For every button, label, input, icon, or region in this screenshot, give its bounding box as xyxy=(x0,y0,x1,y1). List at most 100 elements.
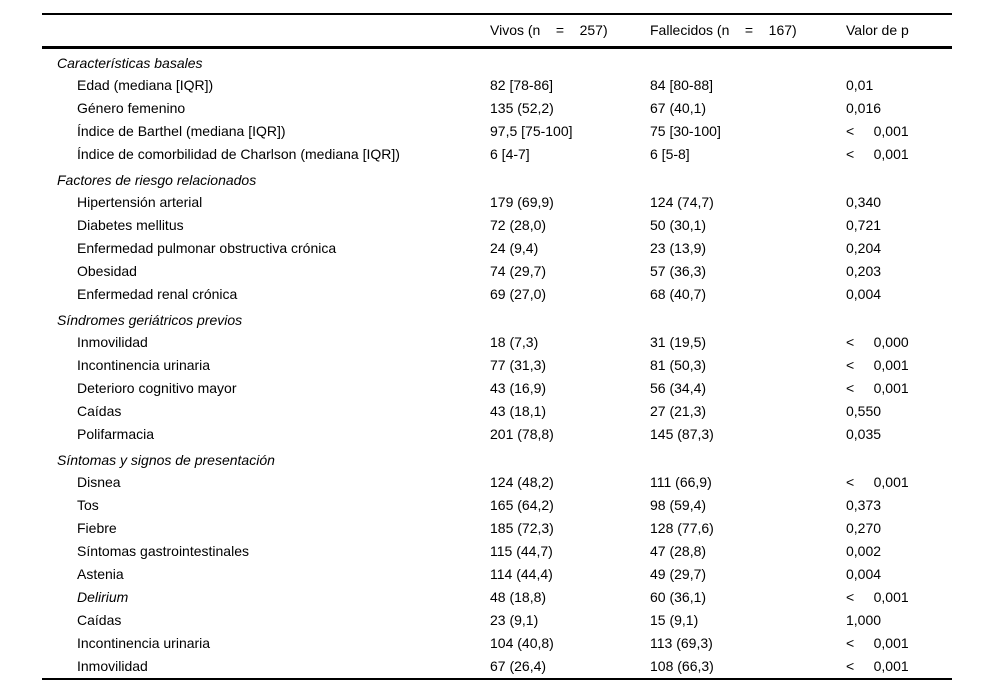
vivos-value: 43 (18,1) xyxy=(490,403,547,420)
table-row: Edad (mediana [IQR]) 82 [78-86] 84 [80-88]… xyxy=(42,74,952,97)
vivos-value: 115 (44,7) xyxy=(490,543,553,560)
table-row: Tos 165 (64,2) 98 (59,4) 0,373 xyxy=(42,494,952,517)
table-row: Hipertensión arterial 179 (69,9) 124 (74,7… xyxy=(42,191,952,214)
row-label: Tos xyxy=(77,497,99,514)
vivos-value: 165 (64,2) xyxy=(490,497,554,514)
p-value: < 0,000 xyxy=(846,334,909,351)
vivos-value: 48 (18,8) xyxy=(490,589,547,606)
p-value: < 0,001 xyxy=(846,474,909,491)
vivos-value: 185 (72,3) xyxy=(490,520,554,537)
table-row: Fiebre 185 (72,3) 128 (77,6) 0,270 xyxy=(42,517,952,540)
p-value: 0,002 xyxy=(846,543,882,560)
p-value: 0,550 xyxy=(846,403,882,420)
section-header-row: Síndromes geriátricos previos xyxy=(42,306,952,331)
fallecidos-value: 27 (21,3) xyxy=(650,403,707,420)
p-value: 0,721 xyxy=(846,217,882,234)
p-value: < 0,001 xyxy=(846,123,909,140)
table-row: Inmovilidad 67 (26,4) 108 (66,3) < 0,001 xyxy=(42,655,952,678)
table-row: Caídas 43 (18,1) 27 (21,3) 0,550 xyxy=(42,400,952,423)
fallecidos-value: 50 (30,1) xyxy=(650,217,707,234)
p-value: < 0,001 xyxy=(846,380,909,397)
table-bottom-rule xyxy=(42,678,952,680)
vivos-value: 43 (16,9) xyxy=(490,380,547,397)
fallecidos-value: 60 (36,1) xyxy=(650,589,707,606)
p-value: 0,016 xyxy=(846,100,882,117)
fallecidos-value: 113 (69,3) xyxy=(650,635,713,652)
row-label: Fiebre xyxy=(77,520,117,537)
fallecidos-value: 98 (59,4) xyxy=(650,497,707,514)
section-title: Factores de riesgo relacionados xyxy=(57,172,257,189)
table-row: Polifarmacia 201 (78,8) 145 (87,3) 0,035 xyxy=(42,423,952,446)
vivos-value: 82 [78-86] xyxy=(490,77,554,94)
p-value: < 0,001 xyxy=(846,146,909,163)
fallecidos-value: 15 (9,1) xyxy=(650,612,699,629)
p-value: 0,340 xyxy=(846,194,882,211)
fallecidos-value: 81 (50,3) xyxy=(650,357,707,374)
table-row: Enfermedad pulmonar obstructiva crónica 2… xyxy=(42,237,952,260)
row-label: Hipertensión arterial xyxy=(77,194,203,211)
p-value: 0,373 xyxy=(846,497,882,514)
fallecidos-value: 84 [80-88] xyxy=(650,77,714,94)
section-title: Características basales xyxy=(57,55,203,72)
fallecidos-value: 6 [5-8] xyxy=(650,146,690,163)
row-label: Síntomas gastrointestinales xyxy=(77,543,249,560)
p-value: 0,270 xyxy=(846,520,882,537)
table-row: Enfermedad renal crónica 69 (27,0) 68 (40,… xyxy=(42,283,952,306)
fallecidos-value: 67 (40,1) xyxy=(650,100,707,117)
table-row: Obesidad 74 (29,7) 57 (36,3) 0,203 xyxy=(42,260,952,283)
row-label: Disnea xyxy=(77,474,121,491)
row-label: Género femenino xyxy=(77,100,186,117)
section-header-row: Factores de riesgo relacionados xyxy=(42,166,952,191)
vivos-value: 77 (31,3) xyxy=(490,357,547,374)
table-row: Inmovilidad 18 (7,3) 31 (19,5) < 0,000 xyxy=(42,331,952,354)
fallecidos-value: 49 (29,7) xyxy=(650,566,707,583)
vivos-value: 18 (7,3) xyxy=(490,334,539,351)
table-row: Incontinencia urinaria 104 (40,8) 113 (69,… xyxy=(42,632,952,655)
fallecidos-value: 128 (77,6) xyxy=(650,520,714,537)
table-header-row: Vivos (n = 257) Fallecidos (n = 167) Val… xyxy=(42,15,952,46)
p-value: 0,203 xyxy=(846,263,882,280)
vivos-value: 104 (40,8) xyxy=(490,635,554,652)
header-vivos: Vivos (n = 257) xyxy=(490,22,608,39)
header-fallecidos: Fallecidos (n = 167) xyxy=(650,22,797,39)
row-label: Obesidad xyxy=(77,263,137,280)
table-row: Índice de Barthel (mediana [IQR]) 97,5 [7… xyxy=(42,120,952,143)
row-label: Enfermedad renal crónica xyxy=(77,286,238,303)
vivos-value: 69 (27,0) xyxy=(490,286,547,303)
vivos-value: 6 [4-7] xyxy=(490,146,530,163)
vivos-value: 97,5 [75-100] xyxy=(490,123,573,140)
table-row: Síntomas gastrointestinales 115 (44,7) 47 … xyxy=(42,540,952,563)
row-label: Edad (mediana [IQR]) xyxy=(77,77,214,94)
table-row: Delirium 48 (18,8) 60 (36,1) < 0,001 xyxy=(42,586,952,609)
patient-characteristics-table: Vivos (n = 257) Fallecidos (n = 167) Val… xyxy=(42,13,952,680)
row-label: Incontinencia urinaria xyxy=(77,635,211,652)
table-body: Características basales Edad (mediana [IQ… xyxy=(42,49,952,678)
table-header-rule xyxy=(42,46,952,49)
fallecidos-value: 124 (74,7) xyxy=(650,194,714,211)
vivos-value: 23 (9,1) xyxy=(490,612,539,629)
fallecidos-value: 108 (66,3) xyxy=(650,658,714,675)
row-label: Astenia xyxy=(77,566,124,583)
table-row: Índice de comorbilidad de Charlson (medi… xyxy=(42,143,952,166)
p-value: < 0,001 xyxy=(846,357,909,374)
fallecidos-value: 145 (87,3) xyxy=(650,426,714,443)
table-row: Deterioro cognitivo mayor 43 (16,9) 56 (34… xyxy=(42,377,952,400)
p-value: 1,000 xyxy=(846,612,882,629)
row-label: Inmovilidad xyxy=(77,658,148,675)
vivos-value: 24 (9,4) xyxy=(490,240,539,257)
fallecidos-value: 68 (40,7) xyxy=(650,286,707,303)
vivos-value: 74 (29,7) xyxy=(490,263,547,280)
row-label: Inmovilidad xyxy=(77,334,148,351)
p-value: < 0,001 xyxy=(846,635,909,652)
section-header-row: Síntomas y signos de presentación xyxy=(42,446,952,471)
fallecidos-value: 75 [30-100] xyxy=(650,123,721,140)
p-value: < 0,001 xyxy=(846,589,909,606)
row-label: Enfermedad pulmonar obstructiva crónica xyxy=(77,240,337,257)
section-title: Síntomas y signos de presentación xyxy=(57,452,275,469)
table-row: Disnea 124 (48,2) 111 (66,9) < 0,001 xyxy=(42,471,952,494)
row-label: Incontinencia urinaria xyxy=(77,357,211,374)
vivos-value: 67 (26,4) xyxy=(490,658,547,675)
table-row: Género femenino 135 (52,2) 67 (40,1) 0,016 xyxy=(42,97,952,120)
fallecidos-value: 47 (28,8) xyxy=(650,543,707,560)
header-valor-de-p: Valor de p xyxy=(846,22,909,39)
